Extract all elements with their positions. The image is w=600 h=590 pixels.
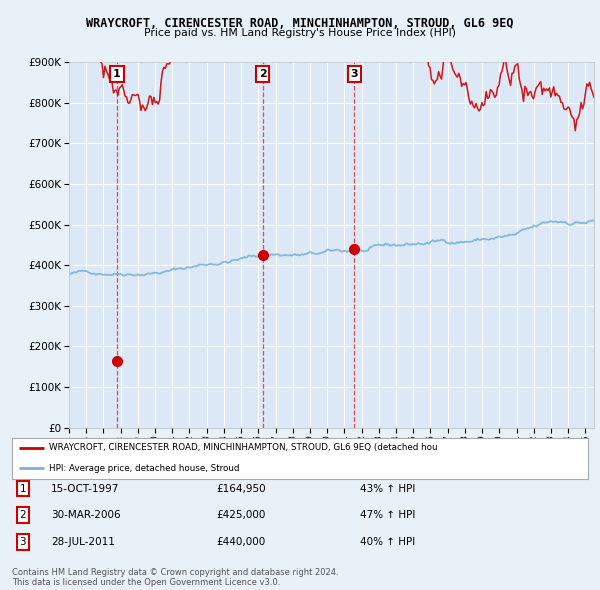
Text: £164,950: £164,950 [216,484,266,493]
Text: £440,000: £440,000 [216,537,265,546]
Text: £425,000: £425,000 [216,510,265,520]
Text: WRAYCROFT, CIRENCESTER ROAD, MINCHINHAMPTON, STROUD, GL6 9EQ: WRAYCROFT, CIRENCESTER ROAD, MINCHINHAMP… [86,17,514,30]
Text: 2: 2 [259,69,266,79]
Text: Contains HM Land Registry data © Crown copyright and database right 2024.
This d: Contains HM Land Registry data © Crown c… [12,568,338,587]
Text: 28-JUL-2011: 28-JUL-2011 [51,537,115,546]
Text: 40% ↑ HPI: 40% ↑ HPI [360,537,415,546]
Text: 2: 2 [19,510,26,520]
Text: Price paid vs. HM Land Registry's House Price Index (HPI): Price paid vs. HM Land Registry's House … [144,28,456,38]
Text: 1: 1 [19,484,26,493]
Text: WRAYCROFT, CIRENCESTER ROAD, MINCHINHAMPTON, STROUD, GL6 9EQ (detached hou: WRAYCROFT, CIRENCESTER ROAD, MINCHINHAMP… [49,443,438,452]
Text: 3: 3 [350,69,358,79]
Text: 3: 3 [19,537,26,546]
Text: 1: 1 [113,69,121,79]
Text: 15-OCT-1997: 15-OCT-1997 [51,484,119,493]
Text: 30-MAR-2006: 30-MAR-2006 [51,510,121,520]
Text: 43% ↑ HPI: 43% ↑ HPI [360,484,415,493]
Text: HPI: Average price, detached house, Stroud: HPI: Average price, detached house, Stro… [49,464,240,473]
Text: 47% ↑ HPI: 47% ↑ HPI [360,510,415,520]
